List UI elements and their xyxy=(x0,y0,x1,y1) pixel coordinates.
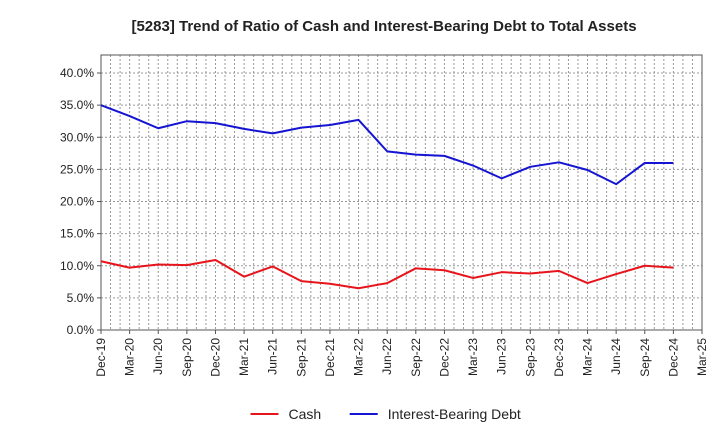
series-line-cash xyxy=(100,258,674,290)
x-tick-label: Mar-22 xyxy=(352,338,366,376)
y-axis-ticks: 0.0% 5.0% 10.0% 15.0% 20.0% 25.0% 30.0% 35.0% 40… xyxy=(60,66,101,337)
x-tick-label: Jun-23 xyxy=(495,338,509,375)
x-tick-label: Dec-20 xyxy=(208,338,222,377)
legend: Cash Interest-Bearing Debt xyxy=(250,406,521,422)
y-tick-label: 10.0% xyxy=(60,259,94,273)
x-tick-label: Sep-23 xyxy=(523,338,537,377)
series-line-interest-bearing-debt xyxy=(100,104,674,186)
x-tick-label: Jun-20 xyxy=(151,338,165,375)
legend-label: Cash xyxy=(289,406,322,422)
x-tick-label: Mar-23 xyxy=(466,338,480,376)
x-tick-label: Mar-25 xyxy=(695,338,709,376)
horizontal-gridlines xyxy=(101,72,702,331)
x-tick-label: Mar-24 xyxy=(581,338,595,376)
y-tick-label: 5.0% xyxy=(67,291,95,305)
x-tick-label: Jun-24 xyxy=(609,338,623,375)
x-axis-ticks: Dec-19 Mar-20 Jun-20 Sep-20 Dec-20 Mar-21 Jun-… xyxy=(94,330,709,377)
x-tick-label: Dec-19 xyxy=(94,338,108,377)
x-tick-label: Dec-22 xyxy=(437,338,451,377)
x-tick-label: Dec-24 xyxy=(666,338,680,377)
y-tick-label: 20.0% xyxy=(60,195,94,209)
x-tick-label: Sep-21 xyxy=(294,338,308,377)
x-tick-label: Dec-21 xyxy=(323,338,337,377)
x-tick-label: Dec-23 xyxy=(552,338,566,377)
x-tick-label: Mar-21 xyxy=(237,338,251,376)
y-tick-label: 30.0% xyxy=(60,130,94,144)
x-tick-label: Jun-22 xyxy=(380,338,394,375)
chart-title: [5283] Trend of Ratio of Cash and Intere… xyxy=(131,18,636,35)
plot-frame xyxy=(100,54,703,331)
x-tick-label: Sep-24 xyxy=(638,338,652,377)
y-tick-label: 25.0% xyxy=(60,162,94,176)
x-tick-label: Sep-22 xyxy=(409,338,423,377)
x-tick-label: Mar-20 xyxy=(123,338,137,376)
y-tick-label: 40.0% xyxy=(60,66,94,80)
y-tick-label: 0.0% xyxy=(67,323,95,337)
plot-area xyxy=(101,55,702,330)
y-tick-label: 15.0% xyxy=(60,227,94,241)
x-tick-label: Sep-20 xyxy=(180,338,194,377)
y-tick-label: 35.0% xyxy=(60,98,94,112)
legend-label: Interest-Bearing Debt xyxy=(388,406,521,422)
vertical-gridlines xyxy=(110,55,693,330)
x-tick-label: Jun-21 xyxy=(266,338,280,375)
series-lines xyxy=(100,104,674,290)
